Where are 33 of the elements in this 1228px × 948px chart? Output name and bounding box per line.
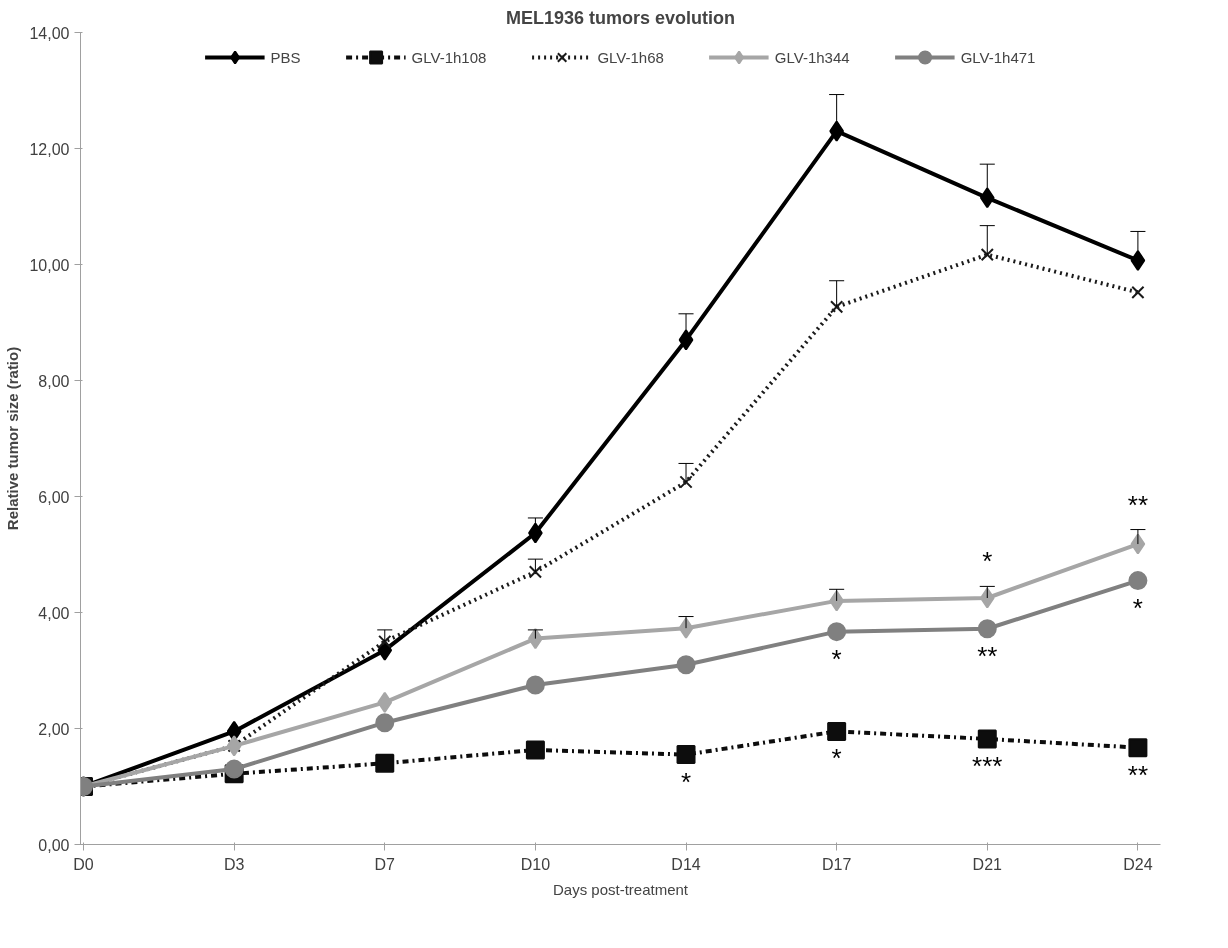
annotation: *	[831, 643, 842, 674]
annotation: *	[982, 546, 993, 577]
y-tick-label: 12,00	[29, 140, 70, 158]
annotation: **	[1127, 759, 1149, 790]
y-tick-label: 2,00	[38, 720, 70, 738]
y-axis-title: Relative tumor size (ratio)	[4, 346, 22, 531]
x-tick-label: D14	[671, 855, 701, 873]
annotation: **	[977, 640, 998, 671]
x-tick-label: D7	[374, 855, 396, 873]
y-tick-label: 14,00	[29, 24, 70, 42]
y-tick-label: 4,00	[38, 604, 70, 622]
legend-label: PBS	[270, 48, 301, 66]
annotation: *	[680, 766, 692, 797]
legend-label: GLV-1h108	[411, 48, 487, 66]
x-tick-label: D24	[1123, 855, 1153, 873]
annotation: **	[1127, 489, 1149, 520]
y-tick-label: 6,00	[38, 488, 70, 506]
chart-title: MEL1936 tumors evolution	[505, 7, 736, 28]
y-tick-label: 0,00	[38, 836, 70, 854]
x-tick-label: D3	[223, 855, 245, 873]
annotation: *	[831, 743, 842, 774]
x-axis-title: Days post-treatment	[552, 880, 689, 898]
x-tick-label: D10	[520, 855, 551, 873]
x-tick-label: D0	[73, 855, 94, 873]
x-tick-label: D17	[821, 855, 852, 873]
annotation: *	[1132, 592, 1143, 623]
legend-label: GLV-1h471	[960, 48, 1036, 66]
annotation: ***	[972, 750, 1003, 781]
y-tick-label: 10,00	[29, 256, 70, 274]
legend-label: GLV-1h68	[597, 48, 664, 66]
y-tick-label: 8,00	[38, 372, 70, 390]
x-tick-label: D21	[972, 855, 1003, 873]
legend-label: GLV-1h344	[774, 48, 850, 66]
